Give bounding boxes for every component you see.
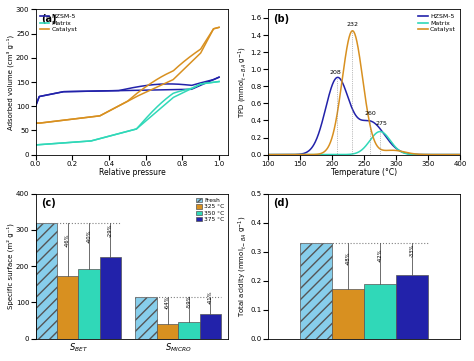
Text: -59%: -59% — [186, 295, 191, 308]
Y-axis label: Total acidity (mmol$_{t-BA}$ g$^{-1}$): Total acidity (mmol$_{t-BA}$ g$^{-1}$) — [237, 216, 249, 317]
Bar — [200, 314, 221, 339]
Bar — [100, 257, 121, 339]
Y-axis label: TPD (mmol$_{t-BA}$ g$^{-1}$): TPD (mmol$_{t-BA}$ g$^{-1}$) — [237, 46, 249, 118]
Bar — [157, 324, 178, 339]
Text: 232: 232 — [346, 22, 358, 26]
Text: -29%: -29% — [108, 223, 113, 237]
Bar — [300, 243, 332, 339]
Legend: Fresh, 325 °C, 350 °C, 375 °C: Fresh, 325 °C, 350 °C, 375 °C — [195, 196, 225, 223]
Y-axis label: Adsorbed volume (cm³ g⁻¹): Adsorbed volume (cm³ g⁻¹) — [7, 34, 14, 130]
Bar — [332, 290, 364, 339]
Bar — [136, 297, 157, 339]
X-axis label: Temperature (°C): Temperature (°C) — [331, 168, 397, 177]
Text: (a): (a) — [41, 14, 57, 24]
Bar — [396, 275, 428, 339]
Text: 208: 208 — [330, 70, 342, 75]
Text: -41%: -41% — [208, 291, 213, 304]
Text: (c): (c) — [41, 198, 56, 208]
Text: -46%: -46% — [65, 233, 70, 247]
Bar — [178, 322, 200, 339]
Y-axis label: Specific surface (m² g⁻¹): Specific surface (m² g⁻¹) — [7, 223, 14, 309]
Text: -33%: -33% — [410, 244, 415, 257]
Bar — [364, 284, 396, 339]
Bar — [78, 269, 100, 339]
Text: -64%: -64% — [165, 296, 170, 309]
Bar — [57, 277, 78, 339]
Text: 260: 260 — [365, 111, 376, 116]
Text: (d): (d) — [273, 198, 290, 208]
Bar — [36, 223, 57, 339]
Text: -42%: -42% — [378, 248, 383, 262]
Legend: HZSM-5, Matrix, Catalyst: HZSM-5, Matrix, Catalyst — [417, 13, 457, 34]
X-axis label: Relative pressure: Relative pressure — [99, 168, 165, 177]
Legend: HZSM-5, Matrix, Catalyst: HZSM-5, Matrix, Catalyst — [39, 13, 79, 34]
Text: -40%: -40% — [87, 229, 91, 243]
Text: 275: 275 — [375, 121, 387, 126]
Text: -48%: -48% — [346, 251, 350, 265]
Text: (b): (b) — [273, 14, 290, 24]
